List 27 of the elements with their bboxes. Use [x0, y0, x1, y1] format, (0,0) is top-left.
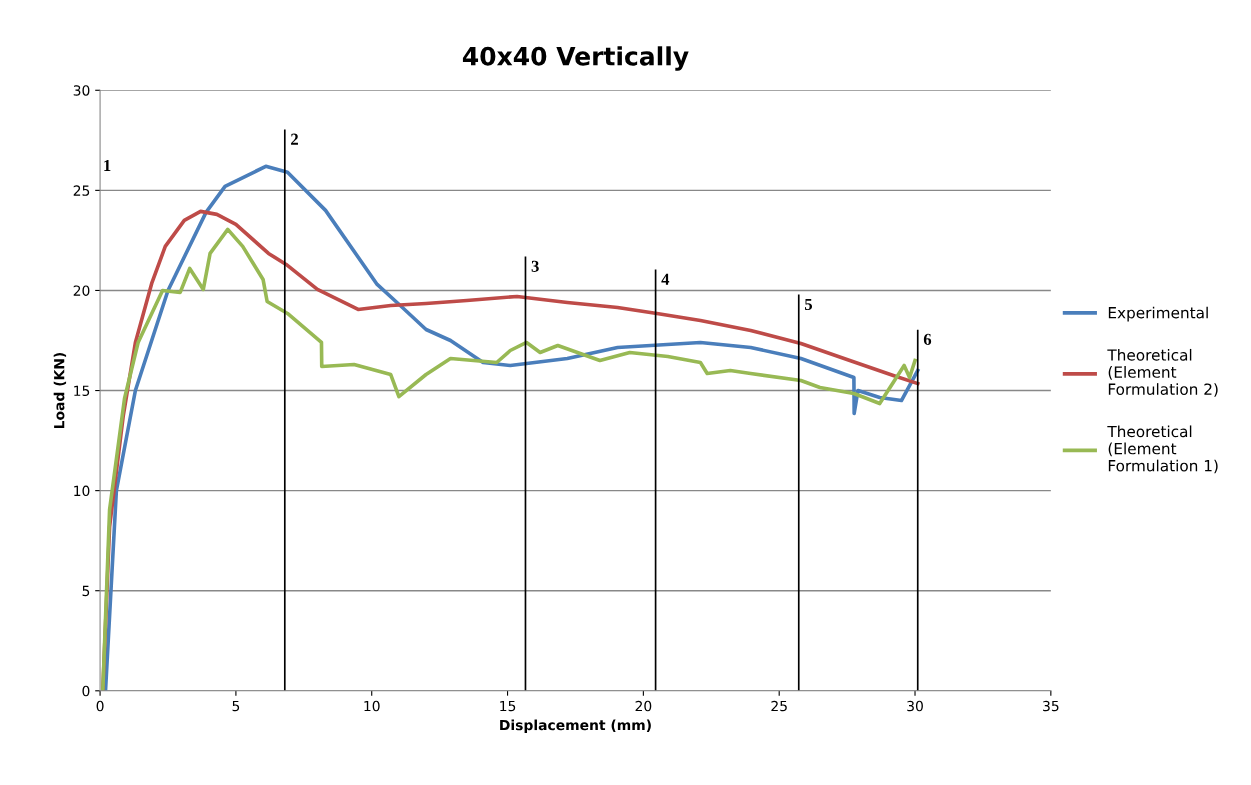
- x-tick-label: 10: [364, 700, 380, 712]
- legend-label: Theoretical (Element Formulation 2): [1107, 348, 1218, 397]
- y-tick-label: 0: [82, 685, 90, 697]
- y-tick-label: 30: [73, 85, 90, 96]
- y-tick-label: 20: [73, 285, 90, 296]
- y-tick-label: 25: [73, 185, 90, 196]
- x-tick-label: 25: [771, 700, 787, 712]
- x-tick-label: 0: [96, 700, 104, 712]
- x-tick-label: 30: [907, 700, 923, 712]
- annotation: 3: [531, 260, 539, 272]
- annotation: 5: [804, 298, 813, 310]
- x-tick-label: 15: [500, 700, 516, 712]
- x-tick-label: 35: [1043, 700, 1059, 712]
- y-axis-title: Load (KN): [53, 352, 67, 429]
- legend-label: Theoretical (Element Formulation 1): [1107, 425, 1218, 474]
- chart-title: 40x40 Vertically: [462, 46, 689, 71]
- annotation: 6: [923, 333, 932, 345]
- y-tick-label: 15: [74, 385, 90, 397]
- legend-label: Experimental: [1108, 306, 1208, 322]
- annotation: 2: [291, 133, 298, 145]
- annotation: 1: [104, 159, 111, 171]
- y-tick-label: 10: [74, 485, 90, 497]
- x-tick-label: 5: [232, 700, 240, 712]
- y-tick-label: 5: [82, 585, 90, 597]
- x-tick-label: 20: [635, 700, 652, 712]
- x-axis-title: Displacement (mm): [500, 719, 651, 733]
- annotation: 4: [661, 273, 670, 285]
